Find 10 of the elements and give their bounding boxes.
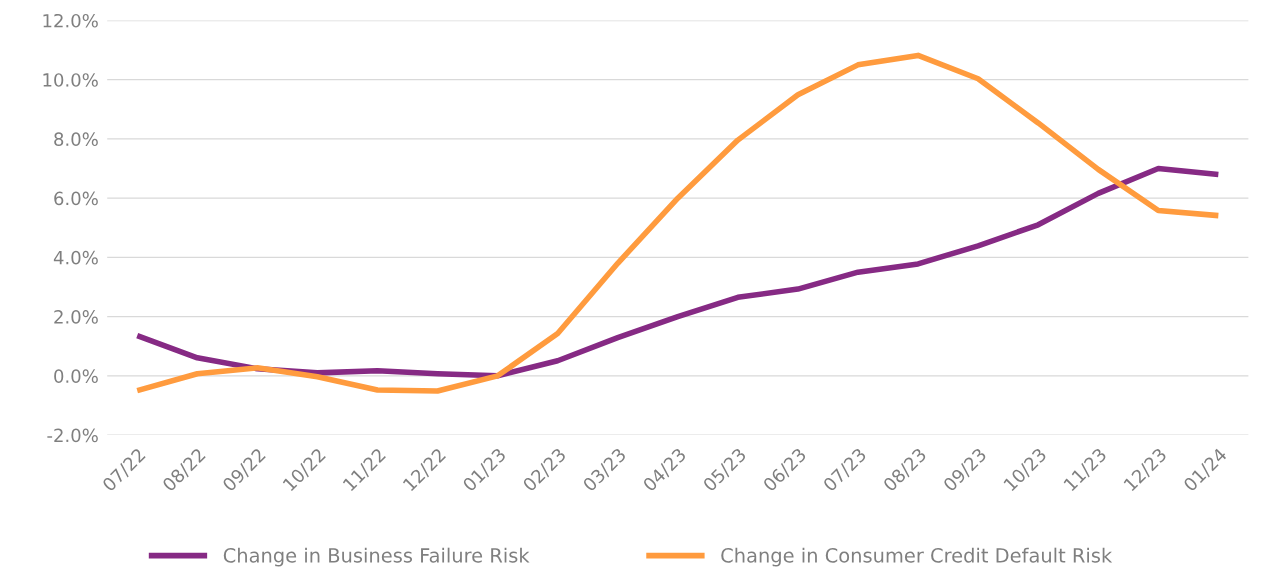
y-tick-label: 4.0%	[53, 250, 98, 265]
legend-label: Change in Consumer Credit Default Risk	[721, 547, 1113, 567]
y-tick-label: 2.0%	[54, 310, 98, 324]
y-tick-label: -2.0%	[47, 428, 98, 443]
y-tick-label: 12.0%	[43, 13, 98, 28]
y-tick-label: 10.0%	[43, 73, 98, 87]
y-tick-label: 8.0%	[54, 132, 98, 147]
y-tick-label: 0.0%	[54, 369, 98, 383]
y-tick-label: 6.0%	[54, 191, 98, 206]
legend-label: Change in Business Failure Risk	[223, 547, 530, 567]
